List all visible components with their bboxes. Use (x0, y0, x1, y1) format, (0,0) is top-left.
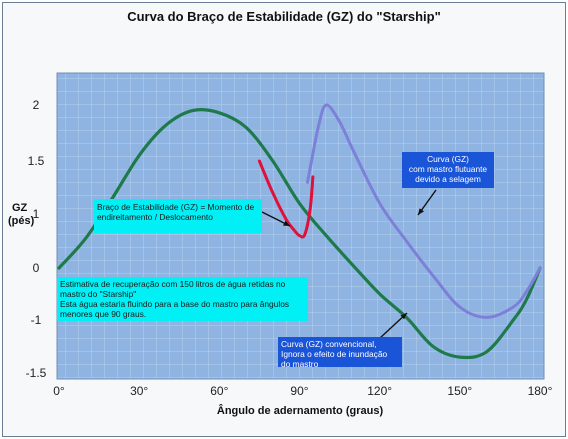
y-axis-label-line2: (pés) (8, 215, 35, 227)
x-tick-label: 180° (528, 384, 553, 398)
series-line-conventional (57, 108, 542, 360)
x-tick-label: 150° (447, 384, 472, 398)
y-tick-label: 2 (33, 98, 40, 112)
y-tick-label: 1.5 (28, 154, 45, 168)
x-tick-label: 0° (53, 384, 65, 398)
x-tick-label: 90° (290, 384, 308, 398)
x-tick-label: 60° (210, 384, 228, 398)
y-tick-label: 1 (33, 207, 40, 221)
x-axis-label: Ângulo de adernamento (graus) (217, 404, 384, 417)
annotation-righting-arm: Braço de Estabilidade (GZ) = Momento de … (94, 199, 262, 233)
y-tick-label: -1 (31, 313, 42, 327)
y-tick-label: 0 (33, 261, 40, 275)
arrow-righting-arm-head (283, 220, 290, 226)
series-line-floating-mast (306, 103, 542, 319)
chart-title: Curva do Braço de Estabilidade (GZ) do "… (127, 9, 441, 24)
x-tick-label: 120° (367, 384, 392, 398)
annotation-floating-mast: Curva (GZ) com mastro flutuante devido a… (402, 152, 494, 188)
annotation-conventional: Curva (GZ) convencional, Ignora o efeito… (278, 337, 402, 369)
annotation-water-recovery: Estimativa de recuperação com 150 litros… (57, 277, 308, 321)
y-axis-label-line1: GZ (12, 202, 28, 214)
arrow-conventional-head (400, 313, 407, 320)
y-tick-label: -1.5 (26, 366, 47, 380)
arrow-floating-mast-head (418, 208, 424, 215)
series-line-water-recovery (257, 159, 315, 239)
x-tick-label: 30° (130, 384, 148, 398)
